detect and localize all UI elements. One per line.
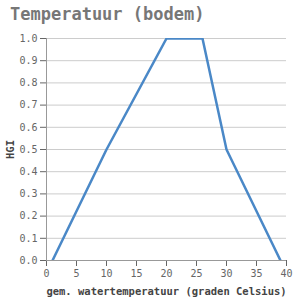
svg-text:35: 35 [250,268,262,279]
html-text:Temperatuur (bodem): Temperatuur (bodem) [10,4,205,24]
svg-text:HGI: HGI [4,140,16,159]
svg-text:40: 40 [280,268,292,279]
svg-text:0.6: 0.6 [19,122,37,133]
svg-text:0.3: 0.3 [19,188,37,199]
svg-text:0: 0 [43,268,49,279]
svg-text:0.9: 0.9 [19,55,37,66]
svg-text:0.5: 0.5 [19,144,37,155]
svg-text:1.0: 1.0 [19,33,37,44]
svg-text:0.0: 0.0 [19,255,37,266]
svg-text:15: 15 [130,268,142,279]
svg-text:5: 5 [73,268,79,279]
svg-text:0.2: 0.2 [19,210,37,221]
svg-text:0.1: 0.1 [19,233,37,244]
svg-text:25: 25 [190,268,202,279]
svg-text:0.7: 0.7 [19,99,37,110]
svg-text:0.4: 0.4 [19,166,37,177]
svg-text:20: 20 [160,268,172,279]
svg-text:10: 10 [100,268,112,279]
svg-text:gem. watertemperatuur (graden: gem. watertemperatuur (graden Celsius) [46,285,286,297]
svg-text:0.8: 0.8 [19,77,37,88]
svg-text:30: 30 [220,268,232,279]
